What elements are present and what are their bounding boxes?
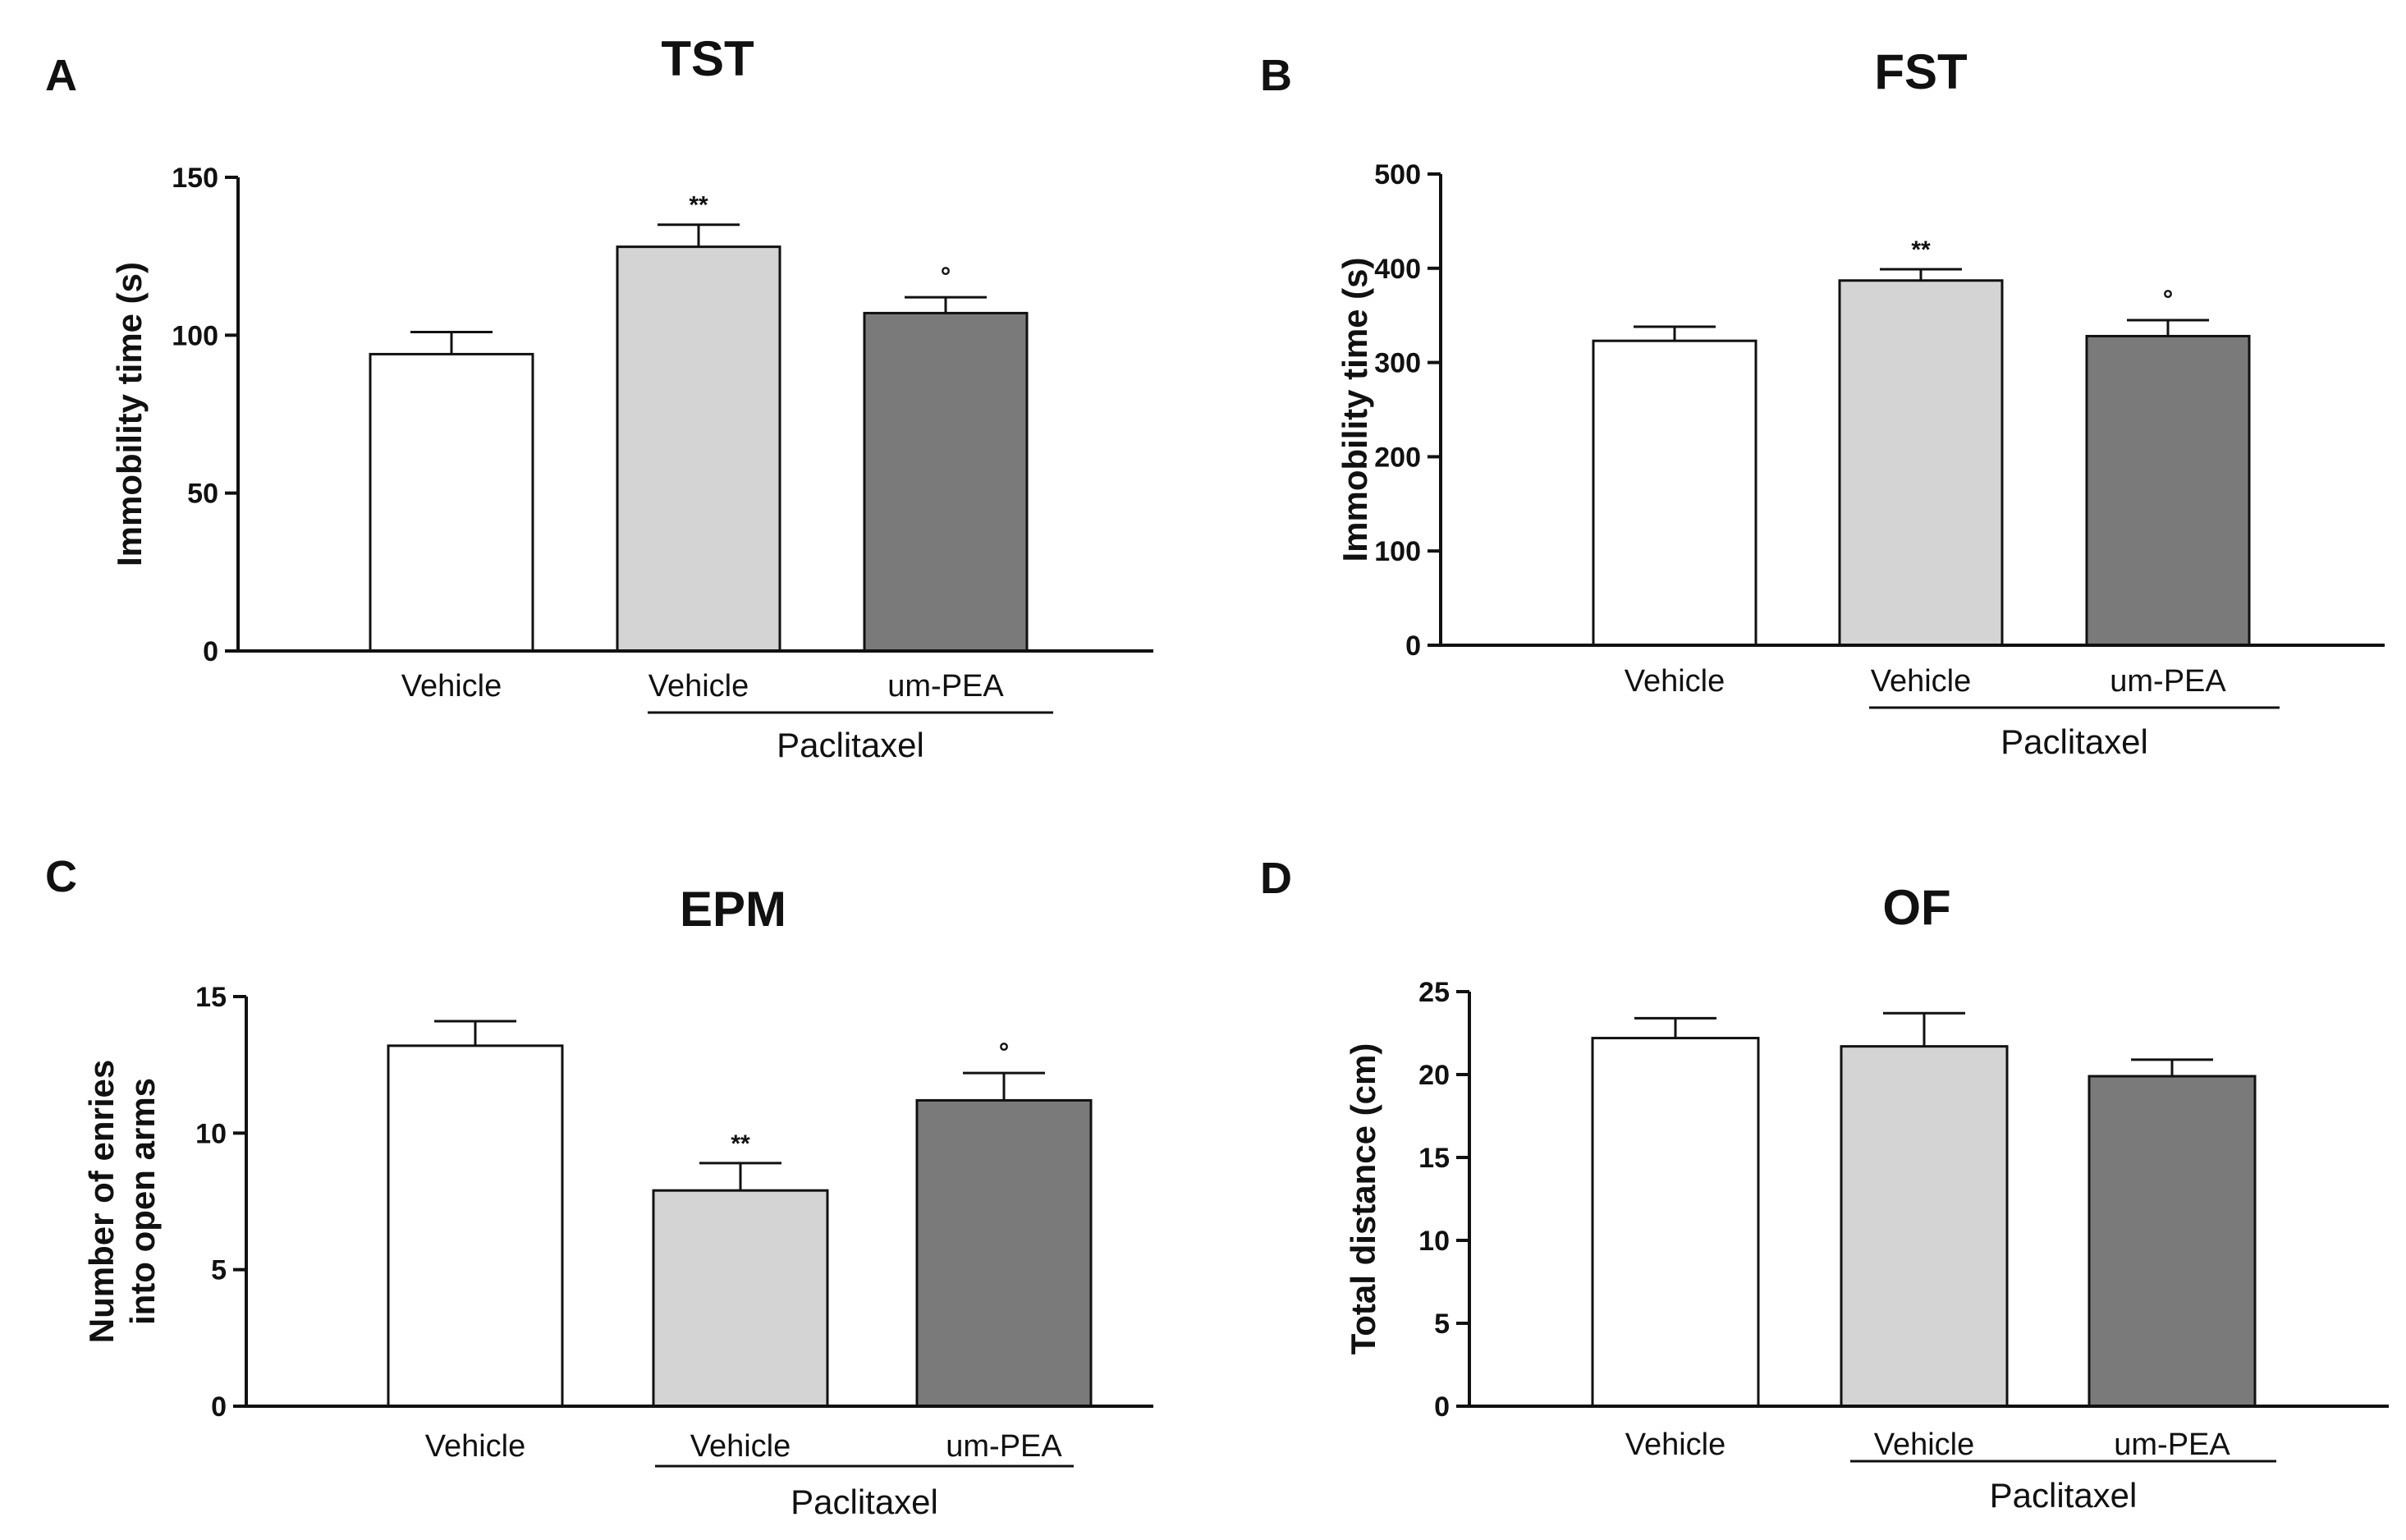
category-label: um-PEA xyxy=(887,669,1004,704)
chart-title: EPM xyxy=(680,882,786,937)
category-label: Vehicle xyxy=(648,669,749,704)
bar xyxy=(2087,1075,2257,1408)
panel-a: A TST Vehicle ** Vehicle ° um-PEA 0 50 100 150 Immo… xyxy=(45,31,1153,764)
y-tick-label: 500 xyxy=(1374,159,1421,190)
chart-title: TST xyxy=(661,31,754,86)
bar xyxy=(1840,1045,2009,1408)
significance-marker: ° xyxy=(998,1039,1011,1068)
bar xyxy=(616,245,781,653)
y-tick-label: 100 xyxy=(1374,536,1421,567)
y-axis-label: Immobility time (s) xyxy=(110,262,149,566)
y-axis-label: Number of enries into open arms xyxy=(82,1060,162,1343)
panel-c: C EPM Vehicle ** Vehicle ° um-PEA 0 5 10 15 Number … xyxy=(45,852,1153,1521)
bar xyxy=(915,1098,1093,1408)
y-tick-label: 15 xyxy=(195,982,227,1013)
chart-title: FST xyxy=(1874,44,1967,99)
y-axis-label-line: into open arms xyxy=(123,1078,162,1325)
y-tick-label: 0 xyxy=(211,1391,227,1423)
category-label: Vehicle xyxy=(1625,664,1725,699)
y-tick-label: 150 xyxy=(172,163,218,194)
bar xyxy=(1591,1037,1760,1408)
significance-marker: ** xyxy=(1911,236,1931,264)
category-label: Vehicle xyxy=(1874,1428,1975,1462)
y-axis-label-line: Number of enries xyxy=(82,1060,121,1343)
bar xyxy=(1592,339,1758,647)
bar xyxy=(863,311,1029,653)
category-label: um-PEA xyxy=(2110,664,2226,699)
bar xyxy=(387,1044,564,1408)
y-tick-label: 0 xyxy=(1434,1391,1450,1423)
significance-marker: ° xyxy=(2162,286,2175,315)
panel-letter: D xyxy=(1260,854,1292,903)
bar xyxy=(1838,279,2004,647)
group-label: Paclitaxel xyxy=(777,726,924,764)
y-axis-label: Immobility time (s) xyxy=(1336,257,1374,561)
category-label: Vehicle xyxy=(1871,664,1972,699)
category-label: Vehicle xyxy=(1625,1428,1726,1462)
group-label: Paclitaxel xyxy=(791,1483,938,1521)
y-tick-label: 0 xyxy=(203,636,218,667)
y-tick-label: 400 xyxy=(1374,254,1421,285)
y-tick-label: 25 xyxy=(1418,977,1450,1008)
panel-letter: A xyxy=(45,51,77,100)
y-tick-label: 10 xyxy=(1418,1226,1450,1257)
y-axis-label: Total distance (cm) xyxy=(1344,1043,1382,1355)
y-tick-label: 50 xyxy=(187,479,218,510)
group-label: Paclitaxel xyxy=(2000,722,2148,761)
category-label: um-PEA xyxy=(946,1429,1062,1464)
panel-letter: C xyxy=(45,852,77,901)
category-label: Vehicle xyxy=(690,1429,791,1464)
y-tick-label: 5 xyxy=(1434,1309,1450,1340)
significance-marker: ** xyxy=(731,1130,750,1157)
significance-marker: ** xyxy=(689,192,708,219)
panel-letter: B xyxy=(1260,51,1292,100)
y-tick-label: 300 xyxy=(1374,348,1421,379)
bar xyxy=(369,352,534,653)
significance-marker: ° xyxy=(940,264,952,292)
bar xyxy=(652,1189,829,1408)
panel-b: B FST Vehicle ** Vehicle ° um-PEA 0 100 200 300 400… xyxy=(1260,44,2385,761)
y-tick-label: 5 xyxy=(211,1255,227,1286)
category-label: Vehicle xyxy=(401,669,502,704)
y-tick-label: 100 xyxy=(172,320,218,351)
y-tick-label: 200 xyxy=(1374,442,1421,473)
bar xyxy=(2085,334,2251,647)
y-tick-label: 15 xyxy=(1418,1143,1450,1174)
category-label: Vehicle xyxy=(425,1429,526,1464)
category-label: um-PEA xyxy=(2114,1428,2230,1462)
chart-title: OF xyxy=(1882,880,1950,935)
panel-d: D OF Vehicle Vehicle um-PEA 0 5 10 15 20 25 Total d… xyxy=(1260,854,2389,1515)
y-tick-label: 20 xyxy=(1418,1060,1450,1091)
y-tick-label: 10 xyxy=(195,1118,227,1149)
group-label: Paclitaxel xyxy=(1990,1476,2138,1515)
y-tick-label: 0 xyxy=(1405,630,1421,662)
